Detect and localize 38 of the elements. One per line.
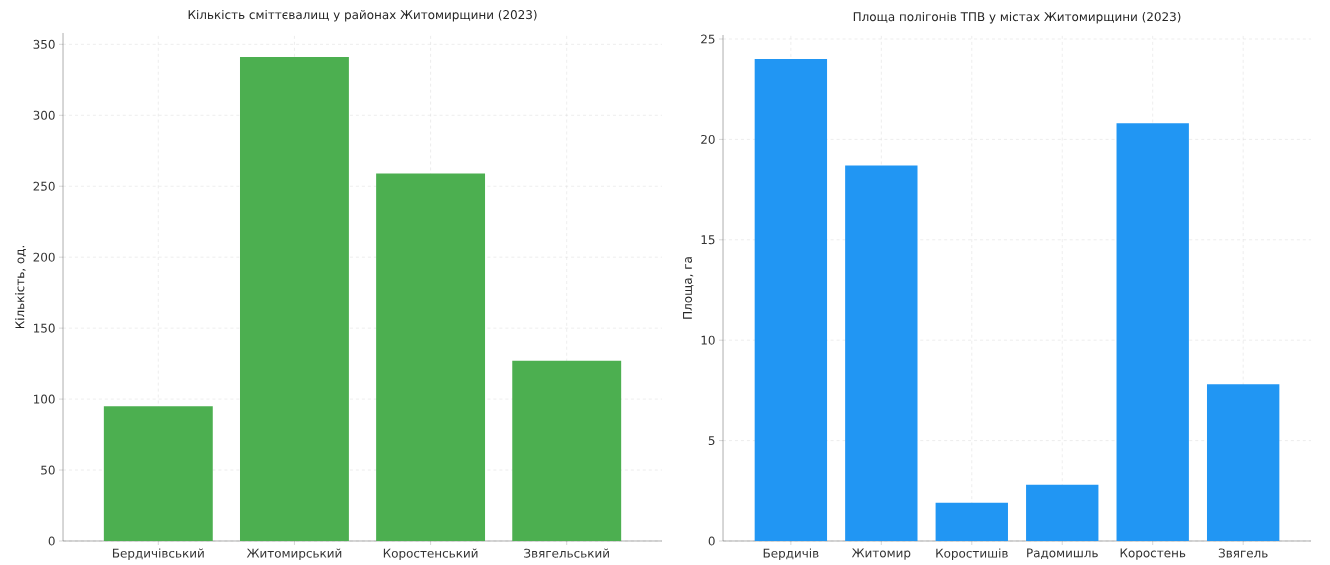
bar [1206, 384, 1280, 541]
chart-title: Площа полігонів ТПВ у містах Житомирщини (2023) [853, 11, 1181, 24]
y-tick-label: 150 [33, 323, 55, 333]
x-tick-label: Бердичівський [112, 548, 204, 561]
y-tick-label: 25 [701, 34, 715, 44]
y-axis-title: Площа, га [683, 257, 694, 319]
chart-title: Кількість сміттєвалищ у районах Житомирщини (2023) [188, 9, 537, 22]
bar [376, 173, 486, 541]
bar [512, 360, 622, 541]
y-tick-label: 250 [33, 181, 55, 191]
bar [1116, 123, 1189, 541]
y-tick-label: 0 [708, 536, 715, 546]
x-tick-label: Коростень [1120, 548, 1186, 560]
y-tick-label: 10 [701, 335, 715, 345]
bar [935, 502, 1008, 541]
x-tick-label: Звягель [1218, 548, 1268, 558]
x-tick-label: Житомирський [246, 548, 342, 561]
y-tick-label: 5 [708, 436, 715, 446]
bar [239, 57, 349, 541]
y-tick-label: 100 [33, 394, 55, 404]
x-tick-label: Бердичів [763, 548, 819, 561]
bar [103, 406, 213, 541]
y-axis-title: Кількість, од. [15, 245, 26, 329]
x-tick-label: Звягельський [524, 548, 609, 558]
x-tick-label: Коростенський [383, 548, 478, 561]
x-tick-label: Радомишль [1027, 548, 1098, 559]
y-tick-label: 200 [33, 252, 55, 262]
x-tick-label: Коростишів [936, 548, 1008, 561]
y-tick-label: 0 [48, 536, 55, 546]
y-tick-label: 300 [33, 110, 55, 120]
y-tick-label: 50 [41, 465, 55, 475]
x-tick-label: Житомир [851, 548, 911, 560]
bar [845, 165, 918, 541]
y-tick-label: 350 [33, 39, 55, 49]
y-tick-label: 15 [701, 235, 715, 245]
bar [754, 59, 828, 541]
bar [1026, 484, 1099, 541]
y-tick-label: 20 [701, 134, 715, 144]
